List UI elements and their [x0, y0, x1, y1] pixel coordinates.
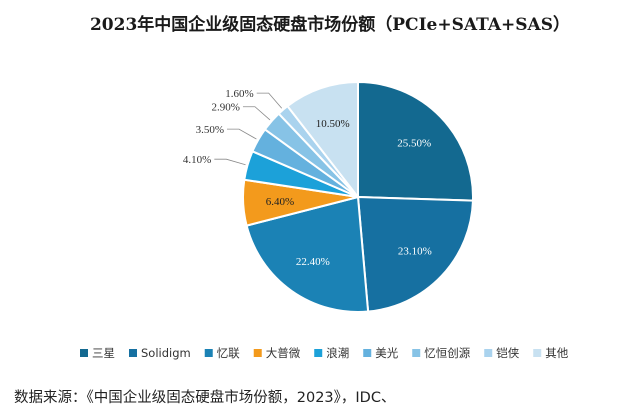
slice-label-7: 1.60% — [225, 88, 253, 100]
slice-label-8: 10.50% — [316, 118, 350, 130]
chart-title: 2023年中国企业级固态硬盘市场份额（PCIe+SATA+SAS） — [90, 14, 570, 35]
slice-label-6: 2.90% — [212, 102, 240, 114]
slice-label-3: 6.40% — [266, 196, 294, 208]
legend-swatch-6 — [412, 349, 421, 357]
legend-swatch-8 — [533, 349, 542, 357]
slice-label-1: 23.10% — [398, 246, 432, 258]
legend: 三星 Solidigm 忆联 大普微 浪潮 美光 忆恒创源 铠侠 其他 — [80, 346, 569, 360]
legend-label-3: 大普微 — [266, 346, 301, 360]
pie-slices — [242, 80, 474, 313]
legend-swatch-3 — [253, 349, 262, 357]
legend-swatch-1 — [129, 349, 137, 357]
leader-line-5 — [226, 128, 257, 140]
leader-line-7 — [256, 92, 283, 109]
legend-swatch-2 — [204, 349, 213, 357]
legend-swatch-7 — [484, 349, 493, 357]
leader-line-6 — [242, 106, 271, 121]
legend-label-7: 铠侠 — [496, 346, 519, 360]
legend-label-6: 忆恒创源 — [424, 346, 470, 360]
pie-slice-8 — [286, 80, 359, 200]
slice-label-0: 25.50% — [397, 138, 431, 150]
pie-slice-0 — [357, 80, 474, 202]
legend-swatch-4 — [314, 349, 323, 357]
legend-swatch-0 — [80, 349, 88, 357]
source-note: 数据来源：《中国企业级固态硬盘市场份额，2023》，IDC、 — [14, 390, 396, 406]
slice-labels: 25.50% 23.10% 22.40% 6.40% 4.10% 3.50% 2.90% 1.… — [183, 88, 432, 268]
pie-slice-2 — [245, 195, 370, 313]
legend-label-8: 其他 — [545, 346, 568, 360]
pie-slice-1 — [356, 195, 474, 313]
legend-label-2: 忆联 — [217, 346, 240, 360]
legend-label-1: Solidigm — [141, 346, 191, 360]
slice-label-2: 22.40% — [296, 256, 330, 268]
legend-swatch-5 — [363, 349, 372, 357]
legend-label-5: 美光 — [375, 346, 398, 360]
slice-label-5: 3.50% — [196, 124, 224, 136]
legend-label-4: 浪潮 — [326, 346, 349, 360]
leader-line-4 — [214, 158, 246, 166]
slice-label-4: 4.10% — [183, 154, 211, 166]
legend-label-0: 三星 — [92, 346, 115, 360]
